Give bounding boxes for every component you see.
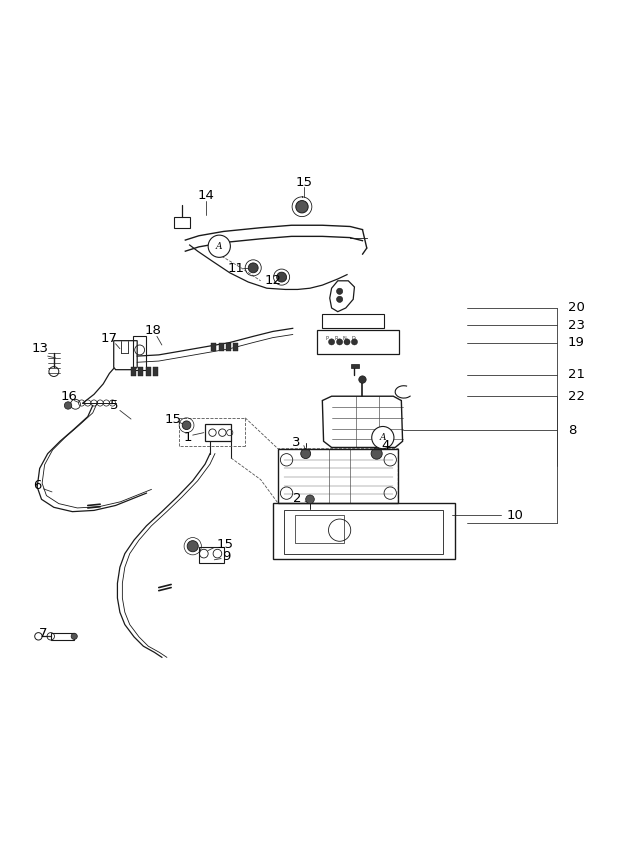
Text: 9: 9 (223, 550, 231, 563)
Bar (131, 367, 136, 376)
Text: 15: 15 (216, 538, 233, 551)
Bar (278, 449, 398, 503)
Text: 16: 16 (61, 390, 78, 403)
Bar (219, 343, 224, 351)
Text: 1: 1 (184, 431, 192, 444)
Text: 22: 22 (568, 390, 585, 403)
Text: 21: 21 (568, 368, 585, 381)
Circle shape (337, 288, 343, 294)
Bar (352, 364, 359, 368)
Text: 17: 17 (101, 332, 118, 345)
Circle shape (337, 296, 343, 303)
Circle shape (371, 448, 382, 459)
Bar (174, 217, 190, 228)
Text: N: N (343, 337, 347, 342)
Circle shape (329, 339, 335, 345)
Bar (273, 503, 455, 559)
Bar (146, 367, 151, 376)
Circle shape (306, 495, 314, 504)
Bar (226, 343, 231, 351)
Text: 2: 2 (293, 492, 302, 505)
Text: 23: 23 (568, 319, 585, 332)
Text: 6: 6 (33, 479, 42, 492)
Circle shape (248, 263, 258, 273)
Bar (51, 633, 74, 640)
Circle shape (372, 427, 394, 449)
Circle shape (64, 402, 72, 410)
Bar (294, 516, 344, 543)
Bar (211, 343, 216, 351)
Circle shape (344, 339, 350, 345)
Bar (205, 424, 231, 441)
Text: A: A (379, 433, 386, 442)
Text: D: D (352, 337, 355, 342)
Circle shape (187, 541, 198, 552)
Bar (138, 367, 143, 376)
Circle shape (337, 339, 343, 345)
Text: 12: 12 (265, 274, 281, 287)
Circle shape (182, 421, 191, 430)
Bar (234, 343, 239, 351)
Bar (153, 367, 158, 376)
Text: 11: 11 (228, 262, 244, 275)
Text: 10: 10 (507, 509, 523, 522)
Circle shape (301, 449, 311, 459)
Text: P: P (326, 337, 329, 342)
Text: 18: 18 (144, 324, 161, 337)
Circle shape (277, 272, 286, 282)
Circle shape (296, 201, 308, 213)
Text: 4: 4 (381, 439, 389, 452)
Text: 5: 5 (110, 399, 118, 412)
Bar (322, 314, 384, 327)
Text: 13: 13 (31, 343, 48, 355)
Text: 7: 7 (39, 628, 48, 640)
Circle shape (208, 235, 231, 257)
Text: 3: 3 (292, 436, 301, 449)
Text: 19: 19 (568, 336, 585, 349)
Text: A: A (216, 242, 223, 251)
Circle shape (359, 376, 366, 383)
Text: 15: 15 (295, 176, 312, 188)
Circle shape (71, 633, 78, 639)
Bar (317, 330, 399, 354)
Bar (199, 548, 224, 563)
Text: 20: 20 (568, 301, 585, 315)
Circle shape (352, 339, 358, 345)
Text: 8: 8 (568, 424, 577, 437)
Bar (133, 337, 146, 371)
Text: 14: 14 (198, 189, 215, 202)
Bar (284, 510, 443, 554)
Text: R: R (334, 337, 338, 342)
Text: 15: 15 (164, 413, 182, 426)
